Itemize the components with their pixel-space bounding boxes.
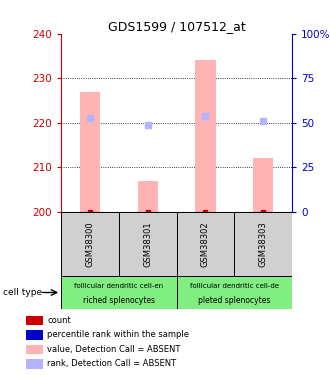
Bar (26, 359, 43, 369)
Bar (195, 60, 215, 212)
Text: follicular dendritic cell-en: follicular dendritic cell-en (74, 283, 163, 289)
Bar (61, 212, 119, 276)
Title: GDS1599 / 107512_at: GDS1599 / 107512_at (108, 20, 246, 33)
Text: count: count (47, 316, 71, 325)
Text: GSM38301: GSM38301 (143, 221, 152, 267)
Bar (119, 212, 177, 276)
Text: value, Detection Call = ABSENT: value, Detection Call = ABSENT (47, 345, 181, 354)
Text: GSM38300: GSM38300 (85, 221, 94, 267)
Bar (234, 212, 292, 276)
Bar (26, 330, 43, 340)
Text: riched splenocytes: riched splenocytes (83, 296, 155, 305)
Bar (177, 212, 234, 276)
Text: GSM38303: GSM38303 (259, 221, 268, 267)
Text: GSM38302: GSM38302 (201, 221, 210, 267)
Text: follicular dendritic cell-de: follicular dendritic cell-de (190, 283, 279, 289)
Bar (61, 276, 177, 309)
Bar (138, 181, 158, 212)
Text: cell type: cell type (3, 288, 43, 297)
Text: pleted splenocytes: pleted splenocytes (198, 296, 271, 305)
Bar (177, 276, 292, 309)
Bar (26, 316, 43, 325)
Bar (80, 92, 100, 212)
Text: rank, Detection Call = ABSENT: rank, Detection Call = ABSENT (47, 360, 176, 369)
Bar (253, 158, 273, 212)
Text: percentile rank within the sample: percentile rank within the sample (47, 330, 189, 339)
Bar (26, 345, 43, 354)
